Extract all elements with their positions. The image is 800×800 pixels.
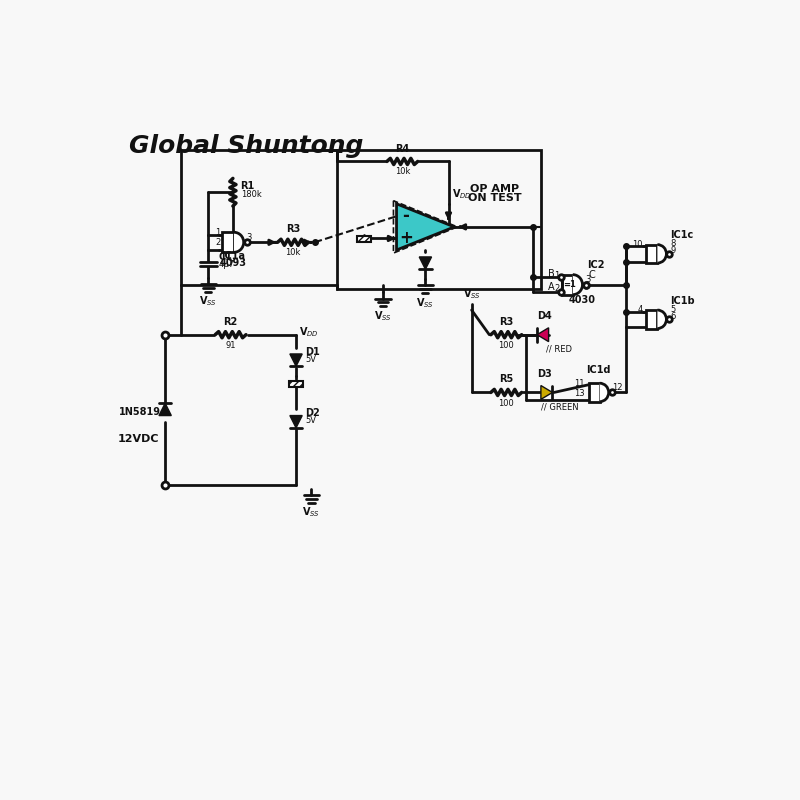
Text: IC1c: IC1c [670, 230, 694, 241]
Text: 10: 10 [632, 240, 642, 249]
Text: IC1d: IC1d [586, 365, 611, 375]
Wedge shape [658, 310, 666, 328]
Polygon shape [397, 204, 454, 250]
Text: IC1a: IC1a [221, 251, 245, 262]
Text: 5V: 5V [306, 416, 316, 426]
Polygon shape [541, 386, 553, 399]
Wedge shape [658, 245, 666, 263]
Bar [222, 232, 234, 252]
Wedge shape [600, 383, 609, 402]
Text: R4: R4 [395, 144, 410, 154]
Text: 12: 12 [613, 383, 623, 392]
Text: 5V: 5V [306, 354, 316, 364]
Text: 4µ7: 4µ7 [218, 260, 234, 269]
Text: 180k: 180k [241, 190, 262, 199]
Wedge shape [573, 275, 582, 294]
Bar [646, 245, 658, 263]
Text: OP AMP: OP AMP [470, 184, 519, 194]
Text: 10k: 10k [286, 248, 301, 258]
Text: 91: 91 [226, 341, 236, 350]
Text: IC1b: IC1b [670, 296, 695, 306]
Text: V$_{SS}$: V$_{SS}$ [462, 287, 481, 301]
Text: 1: 1 [215, 227, 221, 237]
Text: C1: C1 [218, 252, 232, 262]
Bar [337, 150, 541, 289]
Text: 2: 2 [215, 238, 221, 246]
Text: V$_{SS}$: V$_{SS}$ [374, 310, 392, 323]
Text: 13: 13 [574, 389, 585, 398]
Text: 10k: 10k [394, 166, 410, 176]
Text: 4093: 4093 [219, 258, 246, 268]
Text: 2: 2 [554, 284, 559, 293]
Text: 5: 5 [670, 305, 675, 314]
Polygon shape [419, 257, 431, 270]
Text: R3: R3 [286, 224, 300, 234]
Text: V$_{DD}$: V$_{DD}$ [451, 188, 471, 202]
Text: ON TEST: ON TEST [468, 194, 522, 203]
Text: V$_{SS}$: V$_{SS}$ [302, 506, 321, 519]
Text: R1: R1 [241, 181, 255, 191]
Polygon shape [537, 328, 549, 342]
Polygon shape [290, 415, 302, 428]
Text: C: C [589, 270, 595, 280]
Text: D3: D3 [538, 369, 552, 379]
Bar [589, 383, 600, 402]
Text: 9: 9 [670, 246, 675, 255]
Text: IC2: IC2 [587, 260, 605, 270]
Text: 3: 3 [586, 274, 591, 283]
Bar [357, 236, 370, 242]
Text: 12VDC: 12VDC [118, 434, 159, 444]
Text: 1N5819: 1N5819 [119, 406, 162, 417]
Text: 100: 100 [498, 341, 514, 350]
Text: 3: 3 [246, 233, 252, 242]
Bar [289, 381, 303, 387]
Text: B: B [548, 269, 554, 279]
Text: R3: R3 [499, 317, 514, 326]
Text: =1: =1 [563, 280, 576, 289]
Text: 6: 6 [670, 311, 676, 321]
Text: 1: 1 [554, 270, 559, 280]
Polygon shape [159, 403, 171, 415]
Text: R5: R5 [499, 374, 514, 385]
Text: D4: D4 [538, 311, 552, 322]
Text: Global Shuntong: Global Shuntong [129, 134, 363, 158]
Text: A: A [548, 282, 554, 292]
Wedge shape [234, 233, 244, 252]
Text: V$_{DD}$: V$_{DD}$ [299, 326, 319, 339]
Text: -: - [402, 207, 410, 225]
Bar [562, 274, 574, 294]
Text: D1: D1 [306, 346, 320, 357]
Text: 8: 8 [670, 239, 676, 248]
Text: 11: 11 [574, 378, 585, 387]
Text: // RED: // RED [546, 345, 572, 354]
Text: // GREEN: // GREEN [541, 402, 578, 411]
Polygon shape [290, 354, 302, 366]
Text: 4: 4 [638, 306, 642, 314]
Text: 4030: 4030 [569, 295, 596, 305]
Text: V$_{SS}$: V$_{SS}$ [416, 296, 434, 310]
Text: 100: 100 [498, 398, 514, 407]
Text: R2: R2 [223, 317, 238, 326]
Bar [646, 310, 658, 329]
Text: +: + [399, 229, 413, 246]
Text: D2: D2 [306, 408, 320, 418]
Text: V$_{SS}$: V$_{SS}$ [199, 294, 218, 309]
